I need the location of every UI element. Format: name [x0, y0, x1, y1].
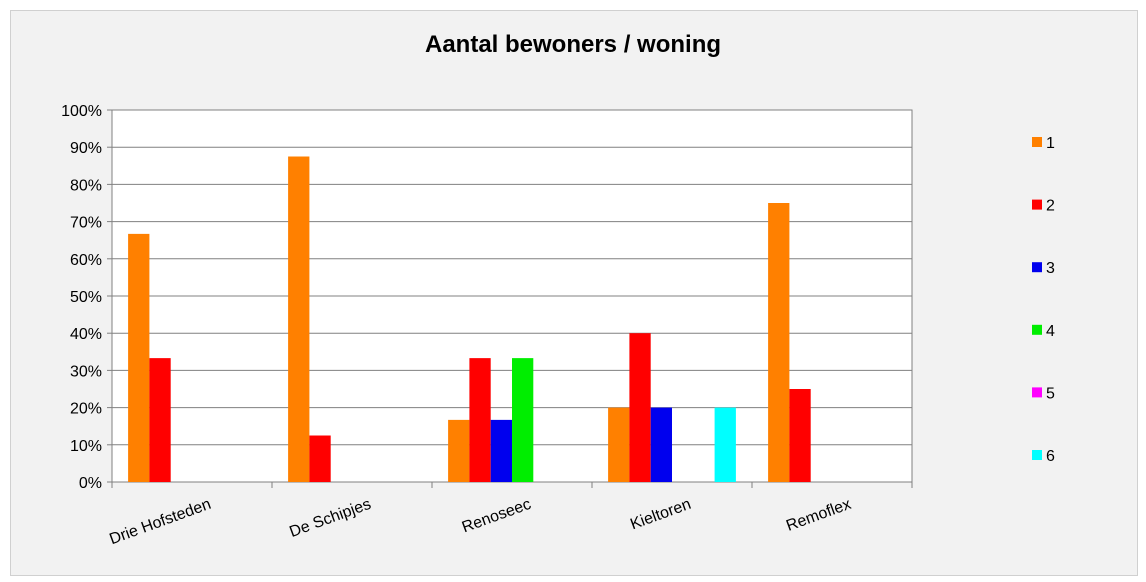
x-category-label: De Schipjes	[287, 496, 373, 541]
bars	[111, 109, 913, 483]
x-category-label: Remoflex	[784, 496, 853, 535]
y-tick-label: 40%	[70, 326, 102, 343]
y-tick-label: 70%	[70, 215, 102, 232]
y-tick-label: 20%	[70, 401, 102, 418]
legend-label: 5	[1046, 385, 1055, 402]
y-tick-label: 30%	[70, 363, 102, 380]
bar-kieltoren-series-1	[608, 407, 630, 482]
y-tick-label: 50%	[70, 289, 102, 306]
y-tick-label: 80%	[70, 177, 102, 194]
bar-remoflex-series-2	[789, 389, 811, 482]
legend-swatch	[1032, 137, 1042, 147]
y-axis-ticks: 0% 10% 20% 30% 40% 50% 60% 70% 80% 90% 100%	[61, 103, 112, 492]
bar-renoseec-series-2	[469, 358, 491, 482]
legend-swatch	[1032, 199, 1042, 210]
legend-label: 4	[1046, 323, 1055, 340]
bar-de-schipjes-series-2	[309, 435, 331, 482]
bar-renoseec-series-4	[512, 358, 534, 482]
bar-de-schipjes-series-1	[288, 156, 310, 482]
bar-renoseec-series-1	[448, 419, 470, 482]
bar-kieltoren-series-3	[650, 407, 672, 482]
legend-swatch	[1032, 262, 1042, 273]
legend: 1 2 3 4 5 6	[1032, 135, 1055, 465]
y-tick-label: 60%	[70, 252, 102, 269]
bar-renoseec-series-3	[490, 419, 512, 482]
legend-label: 3	[1046, 260, 1055, 277]
x-axis-ticks: Drie Hofsteden De Schipjes Renoseec Kieltor…	[107, 482, 913, 548]
legend-swatch	[1032, 324, 1042, 335]
x-category-label: Kieltoren	[628, 496, 693, 534]
bar-remoflex-series-1	[768, 203, 790, 482]
legend-swatch	[1032, 387, 1042, 398]
legend-label: 1	[1046, 135, 1055, 152]
legend-swatch	[1032, 450, 1042, 460]
bar-drie-hofsteden-series-2	[149, 358, 171, 482]
bar-kieltoren-series-2	[629, 333, 651, 482]
legend-label: 2	[1046, 198, 1055, 215]
y-tick-label: 90%	[70, 140, 102, 157]
x-category-label: Renoseec	[460, 496, 534, 537]
x-category-label: Drie Hofsteden	[107, 496, 213, 548]
chart-title: Aantal bewoners / woning	[425, 31, 721, 58]
y-tick-label: 100%	[61, 103, 102, 120]
bar-kieltoren-series-6	[714, 407, 736, 482]
y-tick-label: 10%	[70, 438, 102, 455]
legend-label: 6	[1046, 448, 1055, 465]
bar-drie-hofsteden-series-1	[128, 233, 150, 482]
y-tick-label: 0%	[79, 475, 102, 492]
